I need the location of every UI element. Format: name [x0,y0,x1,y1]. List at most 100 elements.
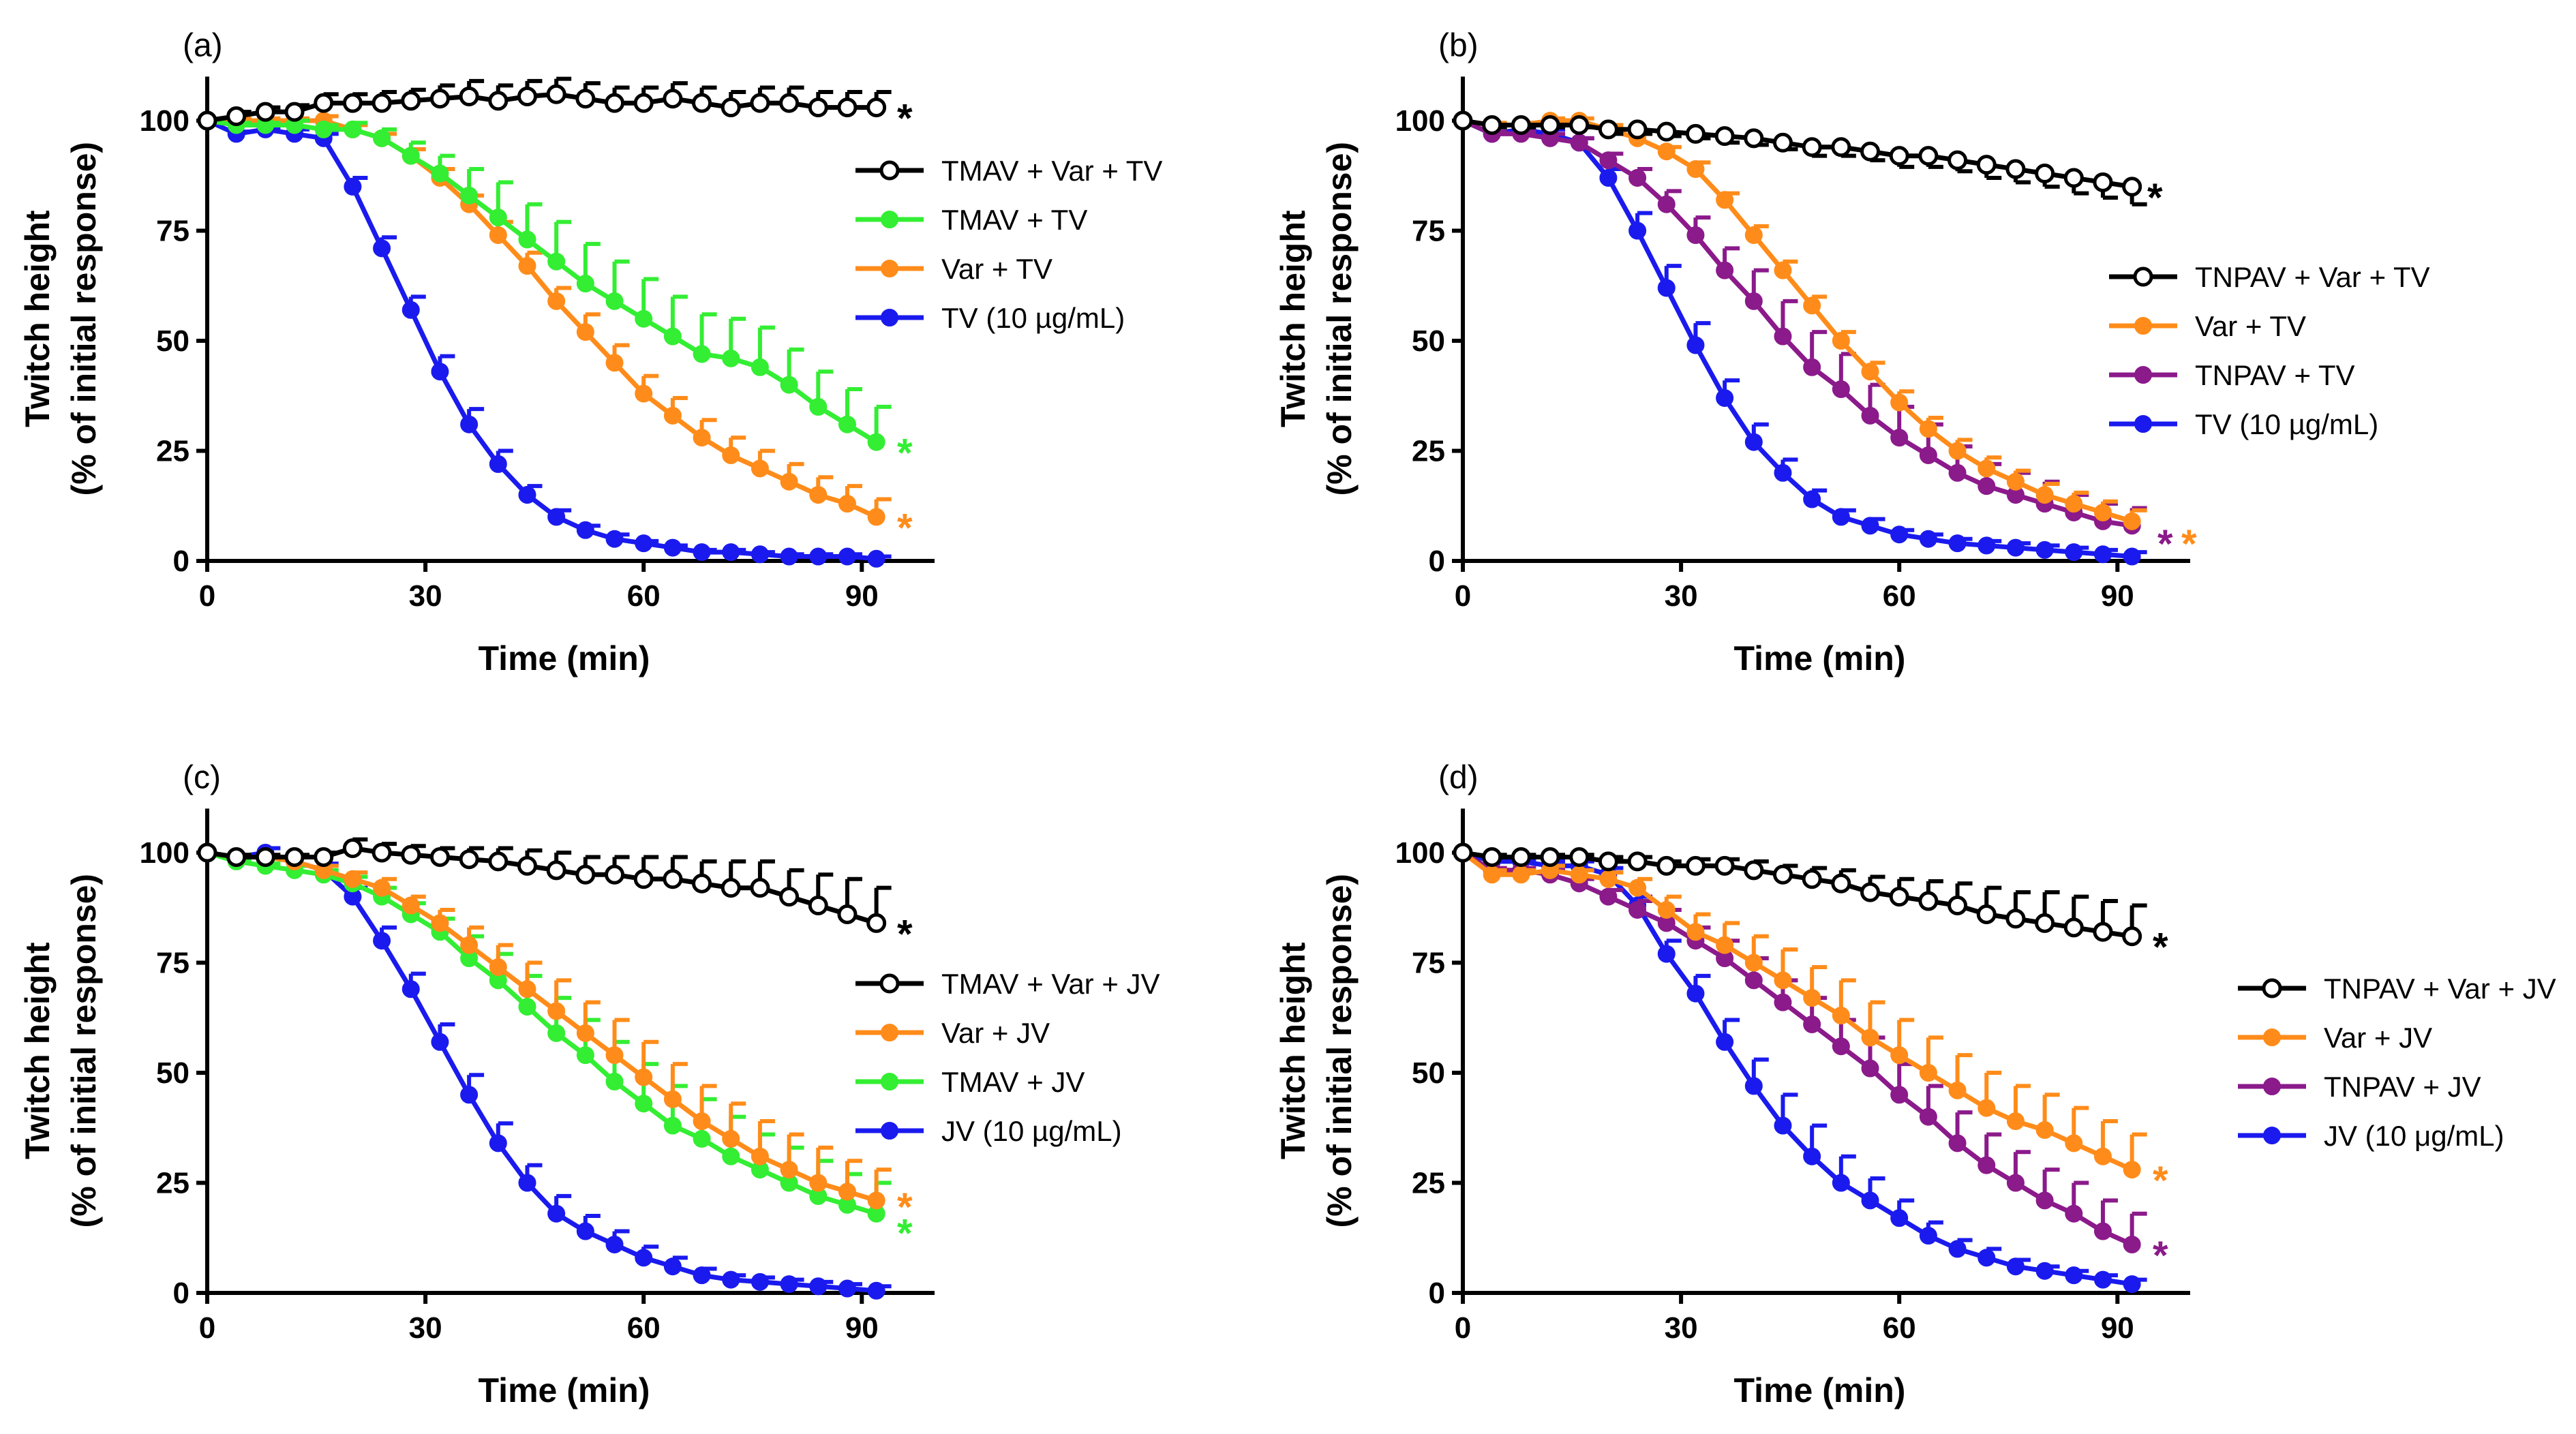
data-point [809,547,828,566]
data-point [1803,296,1821,315]
data-point [1540,846,1560,867]
data-point [489,455,507,473]
legend: TMAV + Var + JV Var + JV TMAV + JV JV (10 µ… [855,968,1160,1147]
data-point [2123,547,2141,566]
x-tick-label: 0 [1455,1311,1471,1345]
y-tick-label: 75 [156,947,190,980]
data-point [547,1024,566,1042]
data-point [1861,363,1879,381]
legend-swatch-marker [2262,978,2282,998]
data-point [373,129,391,147]
y-tick-label: 50 [156,1056,190,1090]
data-point [2122,177,2142,197]
y-tick-label: 50 [156,324,190,358]
data-point [547,252,566,271]
data-point [2065,1204,2083,1223]
legend-swatch-marker [879,160,900,181]
data-point [2093,1222,2112,1240]
y-axis-title-line1: Twitch height [1274,210,1312,427]
data-point [1860,141,1881,162]
data-point [314,846,334,867]
significance-star: * [897,97,913,141]
data-point [779,887,800,907]
data-point [2123,1275,2141,1294]
data-point [633,93,654,113]
data-point [488,851,509,872]
data-point [576,323,594,341]
data-point [663,89,683,109]
data-point [518,980,536,998]
data-point [1540,115,1560,135]
legend-swatch-marker [2133,266,2153,287]
x-tick-label: 90 [845,579,879,613]
data-point [2093,921,2113,942]
series-2 [198,112,892,526]
data-point [1686,160,1705,179]
legend-label: TMAV + Var + JV [941,968,1160,1000]
y-tick-label: 100 [140,836,190,870]
data-point [1803,1147,1821,1165]
data-point [1832,332,1850,350]
x-tick-label: 90 [2101,579,2134,613]
data-point [1744,954,1763,972]
data-point [1832,380,1850,399]
legend-item: TMAV + TV [855,204,1087,236]
data-point [2065,495,2083,513]
data-point [605,354,624,372]
data-point [314,120,333,138]
data-point [1570,134,1588,152]
data-point [605,1072,624,1090]
data-point [197,842,217,863]
data-point [518,998,536,1016]
data-point [1714,126,1735,147]
data-point [2093,1270,2112,1289]
data-point [518,230,536,249]
data-point [721,878,741,898]
data-point [663,406,682,425]
data-point [2005,909,2026,929]
data-point [2035,164,2055,184]
data-point [372,842,392,863]
legend-item: TNPAV + Var + JV [2238,973,2556,1005]
data-point [460,936,479,954]
data-point [1803,358,1821,376]
data-point [1918,891,1939,911]
x-tick-label: 60 [1883,579,1916,613]
data-point [344,120,362,138]
y-tick-label: 0 [173,1277,190,1310]
data-point [576,1222,594,1240]
data-point [518,1174,536,1192]
data-point [1861,406,1879,425]
data-point [605,292,624,310]
data-point [750,878,770,898]
x-tick-label: 30 [1665,1311,1698,1345]
data-point [1599,151,1618,170]
data-point [197,110,217,131]
legend-label: TMAV + TV [941,204,1087,236]
data-point [1832,1174,1850,1192]
data-point [692,873,712,894]
significance-star: * [897,1212,913,1256]
data-point [2035,486,2054,504]
data-point [1860,882,1881,902]
data-point [1628,222,1647,240]
data-point [2035,1191,2054,1210]
data-point [373,239,391,258]
data-point [837,97,858,118]
data-point [2065,1134,2083,1153]
data-point [1890,1209,1909,1227]
data-point [867,549,885,568]
data-point [1453,110,1473,131]
data-point [344,870,362,888]
data-point [401,896,420,915]
data-point [635,534,653,553]
legend-label: TNPAV + Var + JV [2324,973,2556,1005]
data-point [1744,860,1764,881]
data-point [635,1249,653,1267]
data-point [1628,879,1647,897]
panel-label-a: (a) [183,27,223,63]
data-point [1919,530,1937,548]
data-point [1919,420,1937,438]
data-point [1511,115,1531,135]
data-point [663,327,682,346]
